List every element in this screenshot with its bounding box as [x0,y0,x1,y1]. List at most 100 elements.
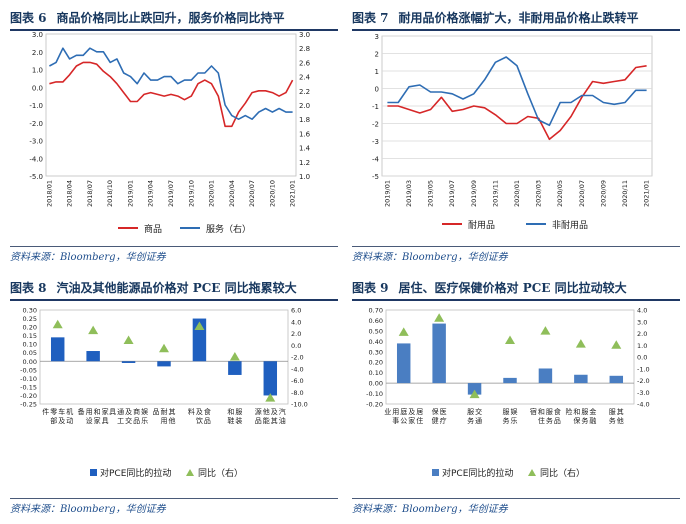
bar-食品服务和住宿 [538,368,553,384]
x-category-char: 保 [573,416,580,425]
y2-tick-label: 2.4 [299,74,311,82]
legend-label: 非耐用品 [552,219,588,231]
x-category-char: 交 [475,407,482,416]
y-tick-label: -4.0 [29,155,43,163]
y2-tick-label: 2.6 [299,59,311,67]
bar-其他耐用品 [157,361,171,367]
y-tick-label: -0.20 [20,392,37,400]
x-category-char: 服 [581,408,588,416]
x-category-char: 装 [235,416,242,425]
y-tick-label: 1 [375,68,379,76]
y2-tick-label: 2.0 [299,102,310,110]
y-tick-label: -1.0 [29,102,43,110]
x-category-char: 服 [467,408,474,416]
y-tick-label: -0.05 [20,366,37,374]
x-category-char: 及 [58,417,65,425]
legend-label: 对PCE同比的拉动 [442,467,513,479]
x-category-char: 家 [102,407,109,416]
y-tick-label: 0.00 [369,380,383,388]
x-category-char: 车 [58,407,65,416]
x-category-char: 具 [109,408,116,416]
x-category-char: 务 [503,416,510,425]
x-category-char: 务 [467,416,474,425]
y-tick-label: 0.25 [23,315,37,323]
x-category-char: 他 [617,416,624,425]
legend-swatch-marker [528,469,536,476]
x-category-char: 其 [271,417,278,425]
y-tick-label: 0 [375,86,379,94]
panel-fig7: 图表 7 耐用品价格涨幅扩大，非耐用品价格止跌转平 3 2 1 0 -1 -2 -3 -4 -5 2… [352,8,680,263]
y2-tick-label: 2.0 [291,330,301,338]
marker-家具和家用设备 [88,325,99,335]
x-category-char: 乐 [141,416,148,425]
x-category-char: 交 [125,416,132,425]
x-category-char: 务 [581,416,588,425]
marker-居住及家庭公用事业 [398,327,409,336]
y-tick-label: 0.20 [23,324,37,332]
y-tick-label: 0.15 [23,332,37,340]
y2-tick-label: 2.2 [299,88,310,96]
y2-tick-label: 0.0 [291,342,301,350]
chart-fig7: 3 2 1 0 -1 -2 -3 -4 -5 2019/01 2019/03 2019/05 2019/… [372,33,653,231]
source-note: 资料来源：Bloomberg，华创证券 [10,504,166,515]
figure-title-text: 耐用品价格涨幅扩大，非耐用品价格止跌转平 [398,11,639,25]
x-tick-label: 2019/07 [167,180,175,207]
y2-tick-label: -2.0 [291,354,304,362]
x-category-char: 食 [554,407,561,416]
y-tick-label: 0.30 [23,307,37,315]
legend-label: 对PCE同比的拉动 [100,467,171,479]
source-rule [352,498,680,499]
x-category-char: 业 [384,407,391,416]
x-category-char: 和 [227,407,234,416]
x-category-char: 庭 [400,407,407,416]
x-tick-label: 2018/04 [66,180,74,207]
bar-医疗保健 [432,323,446,384]
x-tick-label: 2018/07 [86,180,94,207]
marker-汽油及其他能源品 [265,393,276,402]
x-category-char: 料 [188,407,195,416]
x-category-char: 饮 [196,416,203,425]
x-category-char: 品 [153,408,160,416]
y-tick-label: -0.10 [366,390,383,398]
y-tick-label: -3.0 [29,138,43,146]
y2-tick-label: -2.0 [637,377,650,385]
marker-服装和鞋 [229,352,240,361]
x-tick-label: 2021/01 [643,180,651,207]
x-category-char: 服 [609,408,616,416]
bar-娱乐服务 [503,377,517,384]
x-tick-label: 2021/01 [289,180,297,207]
y-tick-label: 0.50 [369,327,383,335]
x-tick-label: 2019/01 [383,180,391,207]
x-category-label: 医疗保健 [432,407,447,425]
y2-tick-label: 4.0 [291,318,301,326]
title-rule [10,29,338,31]
x-tick-label: 2018/10 [106,180,114,207]
y-tick-label: -5.0 [29,173,43,181]
bar-交通服务 [467,383,482,395]
y-tick-label: 0.0 [32,84,43,92]
x-category-char: 商 [133,407,140,416]
x-category-char: 鞋 [227,416,234,425]
x-category-char: 机 [66,407,73,416]
y-tick-label: 0.10 [23,341,37,349]
y-tick-label: -2 [372,121,379,129]
x-category-char: 食 [204,407,211,416]
x-category-char: 公 [400,417,407,425]
y-tick-label: 1.0 [32,67,43,75]
x-category-char: 和 [573,407,580,416]
x-category-char: 其 [617,408,624,416]
x-category-char: 健 [432,416,439,425]
y-tick-label: 0.00 [23,358,37,366]
legend-swatch-marker [186,469,194,476]
y2-tick-label: 1.0 [299,173,310,181]
x-tick-label: 2020/03 [535,180,543,207]
y2-tick-label: -4.0 [637,401,650,409]
y-tick-label: -1 [372,103,379,111]
